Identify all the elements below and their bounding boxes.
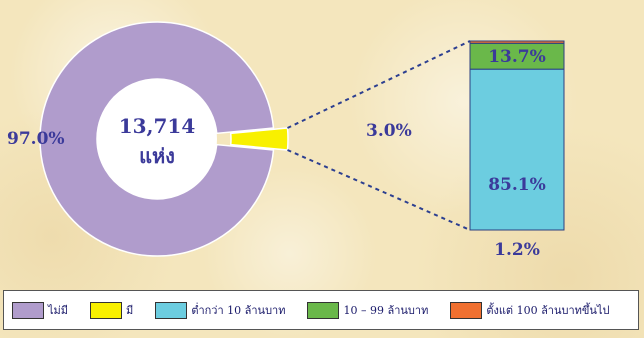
legend-swatch (90, 301, 123, 319)
connector-line-top (287, 40, 471, 129)
legend-item: ต่ำกว่า 10 ล้านบาท (155, 301, 285, 319)
legend-item: มี (90, 301, 133, 319)
legend-swatch (307, 301, 340, 319)
bar-segment-3 (469, 40, 565, 44)
bar-segment-label-3: 1.2% (494, 240, 540, 260)
pie-center-hole (97, 79, 217, 199)
legend-label: ต่ำกว่า 10 ล้านบาท (191, 304, 286, 317)
bar-segment-label-1: 85.1% (488, 175, 546, 195)
pie-slice-label-no: 97.0% (7, 129, 65, 149)
legend-label: ไม่มี (48, 304, 69, 317)
legend-item: ตั้งแต่ 100 ล้านบาทขึ้นไป (450, 301, 609, 319)
legend-swatch (12, 301, 44, 319)
bar-segment-1 (469, 68, 565, 231)
pie-center-unit: แห่ง (139, 144, 175, 168)
pie-slice-yes (229, 127, 289, 151)
chart-labels: 13,714 แห่ง 97.0% 3.0% 85.1% 13.7% 1.2% (7, 47, 546, 260)
legend-label: มี (126, 304, 134, 317)
pie-slice-label-yes: 3.0% (366, 121, 412, 141)
connector-line-bottom (287, 149, 471, 231)
chart: 13,714 แห่ง 97.0% 3.0% 85.1% 13.7% 1.2% (7, 21, 565, 260)
bar-segment-2 (469, 42, 565, 70)
legend-label: 10 – 99 ล้านบาท (343, 304, 429, 317)
pie-center-value: 13,714 (119, 114, 196, 138)
legend-swatch (155, 301, 188, 319)
breakdown-bar (469, 40, 565, 231)
bar-segment-label-2: 13.7% (488, 47, 546, 67)
legend-swatch (450, 301, 483, 319)
legend-item: ไม่มี (12, 301, 68, 319)
legend: ไม่มี มี ต่ำกว่า 10 ล้านบาท 10 – 99 ล้านบาท… (3, 290, 639, 330)
legend-label: ตั้งแต่ 100 ล้านบาทขึ้นไป (486, 304, 610, 317)
pie-chart (39, 21, 471, 257)
legend-item: 10 – 99 ล้านบาท (307, 301, 428, 319)
